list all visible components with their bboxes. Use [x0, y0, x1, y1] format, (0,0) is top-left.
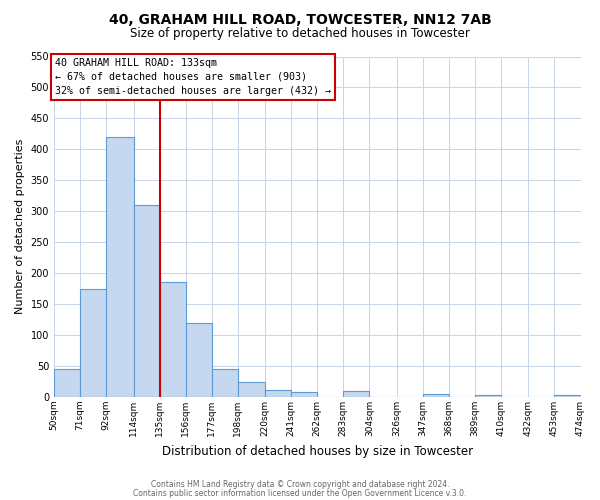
Bar — [134, 205, 160, 397]
Bar — [106, 137, 134, 397]
Y-axis label: Number of detached properties: Number of detached properties — [15, 139, 25, 314]
Text: Contains public sector information licensed under the Open Government Licence v.: Contains public sector information licen… — [133, 488, 467, 498]
Bar — [554, 395, 581, 397]
Text: Contains HM Land Registry data © Crown copyright and database right 2024.: Contains HM Land Registry data © Crown c… — [151, 480, 449, 489]
Bar — [475, 395, 501, 397]
Bar — [265, 390, 291, 397]
X-axis label: Distribution of detached houses by size in Towcester: Distribution of detached houses by size … — [162, 444, 473, 458]
Bar — [291, 392, 317, 397]
Bar — [343, 391, 370, 397]
Text: 40 GRAHAM HILL ROAD: 133sqm
← 67% of detached houses are smaller (903)
32% of se: 40 GRAHAM HILL ROAD: 133sqm ← 67% of det… — [55, 58, 331, 96]
Text: Size of property relative to detached houses in Towcester: Size of property relative to detached ho… — [130, 28, 470, 40]
Bar — [160, 282, 185, 397]
Bar — [423, 394, 449, 397]
Bar — [80, 288, 106, 397]
Bar — [212, 369, 238, 397]
Bar — [54, 369, 80, 397]
Bar — [238, 382, 265, 397]
Bar — [185, 322, 212, 397]
Text: 40, GRAHAM HILL ROAD, TOWCESTER, NN12 7AB: 40, GRAHAM HILL ROAD, TOWCESTER, NN12 7A… — [109, 12, 491, 26]
